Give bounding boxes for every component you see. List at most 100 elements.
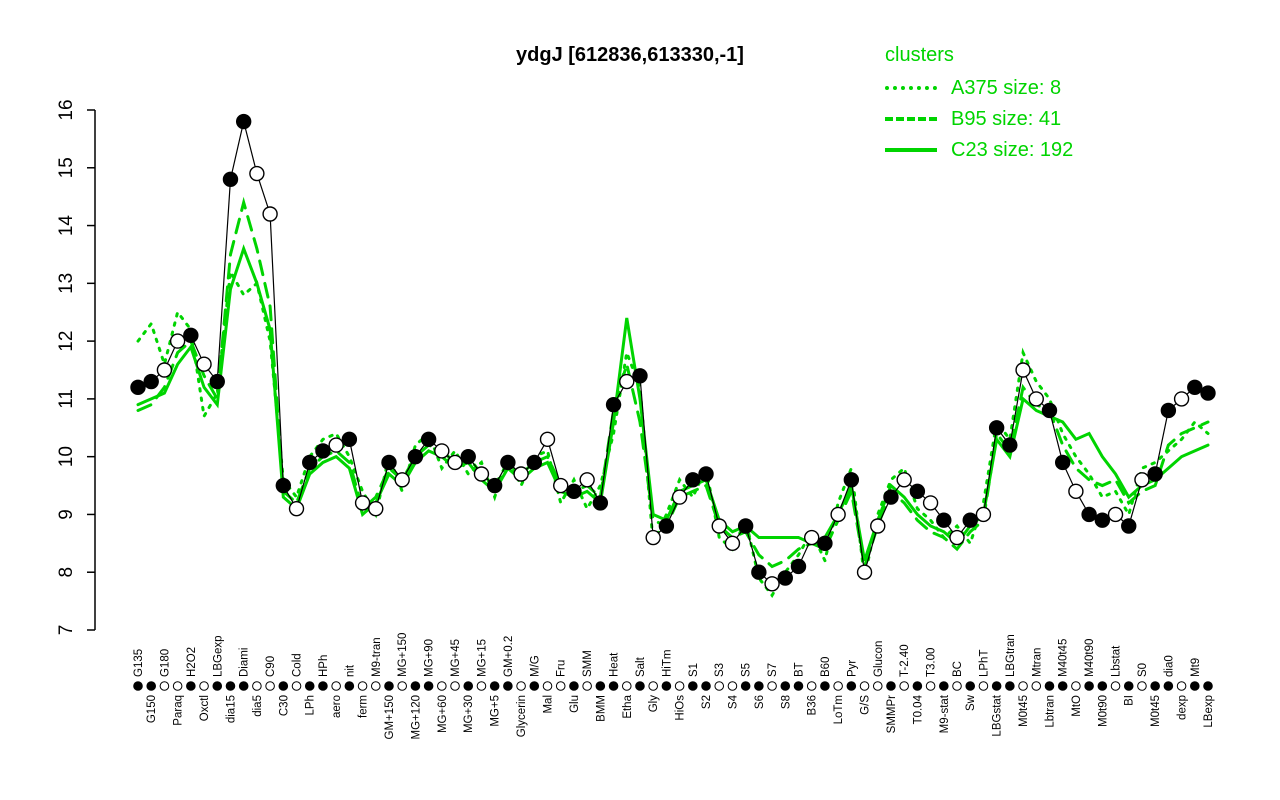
x-tick-label: C90 [265,656,277,677]
condition-dot [331,681,341,691]
x-tick-label: MG+120 [410,695,422,739]
x-tick-label: dexp [1177,695,1189,720]
gene-point [949,529,965,546]
condition-dot [1150,681,1160,691]
x-tick-label: MG+150 [397,633,409,677]
x-tick-label: M9-stat [939,694,951,733]
gene-point [553,477,569,494]
gene-point [579,472,595,488]
x-tick-label: B60 [820,657,832,677]
x-tick-label: nit [344,664,356,677]
condition-dot [291,681,302,691]
condition-dot [278,681,289,691]
x-tick-label: Pyr [846,660,858,677]
gene-point [328,437,344,453]
legend-item-b95: B95 size: 41 [885,108,1073,130]
gene-point [1081,506,1097,523]
x-tick-label: MtO [1071,695,1083,717]
condition-dot [212,681,223,691]
gene-point [883,489,899,505]
condition-dot [939,681,949,691]
x-tick-label: M40t45 [1058,639,1070,677]
legend-title: clusters [885,44,954,66]
gene-point [1002,437,1018,453]
gene-point [341,431,358,448]
gene-point [711,518,727,534]
condition-dot [740,681,751,691]
legend-label-b95: B95 size: 41 [951,107,1062,130]
condition-dot [1176,681,1187,691]
x-tick-label: M40t90 [1084,639,1096,677]
condition-dot [304,681,315,691]
legend-label-c23: C23 size: 192 [951,138,1074,161]
x-tick-label: dia0 [1163,655,1175,677]
x-tick-label: S4 [727,694,739,709]
x-tick-label: Glucon [873,641,885,677]
gene-point [962,512,978,528]
gene-point [830,506,846,523]
condition-dot [133,681,143,691]
condition-dot [608,681,619,691]
y-tick-label: 7 [56,625,77,636]
condition-dot [450,681,460,691]
gene-point [169,333,186,349]
condition-dot [780,681,791,691]
x-tick-label: aero [331,695,343,718]
gene-point [368,500,384,517]
gene-point [196,356,212,372]
condition-dot [516,681,526,691]
x-tick-label: Fru [556,660,568,677]
condition-dot [912,681,923,691]
gene-point [420,431,437,448]
x-tick-label: GM+150 [384,695,396,739]
x-tick-label: SMMPr [886,695,898,734]
condition-dot [991,681,1002,691]
condition-dot [252,681,262,691]
x-tick-label: MG+90 [424,639,436,677]
x-tick-label: Mtran [1031,648,1043,677]
x-tick-label: Oxctl [199,695,211,721]
gene-point [817,535,833,552]
gene-point [975,506,992,523]
gene-point [315,443,331,459]
gene-point [275,477,292,494]
x-tick-label: Diami [239,648,251,677]
condition-dot [886,681,896,691]
x-tick-label: Glycerin [516,695,528,737]
condition-dot [463,681,474,691]
gene-point [751,564,767,580]
gene-point [1015,362,1031,378]
condition-dot [1137,681,1147,691]
gene-point [302,454,318,471]
condition-dot [423,681,434,691]
x-tick-label: G/S [860,695,872,715]
condition-dot [397,681,407,691]
x-tick-label: S5 [741,663,753,677]
gene-point [843,472,860,488]
condition-dot [648,681,658,691]
y-tick-label: 14 [56,215,77,237]
y-tick-label: 10 [56,446,77,467]
gene-point [460,448,476,465]
condition-dot [714,681,725,691]
gene-point [988,420,1005,436]
x-tick-label: LBGexp [212,635,224,677]
condition-dot [1123,681,1134,691]
gene-point [500,454,516,471]
gene-point [790,558,807,575]
condition-dot [674,681,685,691]
gene-point [235,113,252,130]
gene-point [909,483,926,500]
x-tick-label: LPhT [978,650,990,678]
condition-dot [199,681,209,691]
x-tick-label: S6 [754,695,766,709]
gene-point [1068,483,1084,500]
condition-dot [1203,681,1213,691]
x-tick-label: G150 [146,695,158,723]
condition-dot [899,681,909,691]
gene-point [804,529,820,546]
condition-dot [476,681,487,691]
x-tick-label: BC [952,661,964,677]
x-tick-label: Salt [635,656,647,677]
